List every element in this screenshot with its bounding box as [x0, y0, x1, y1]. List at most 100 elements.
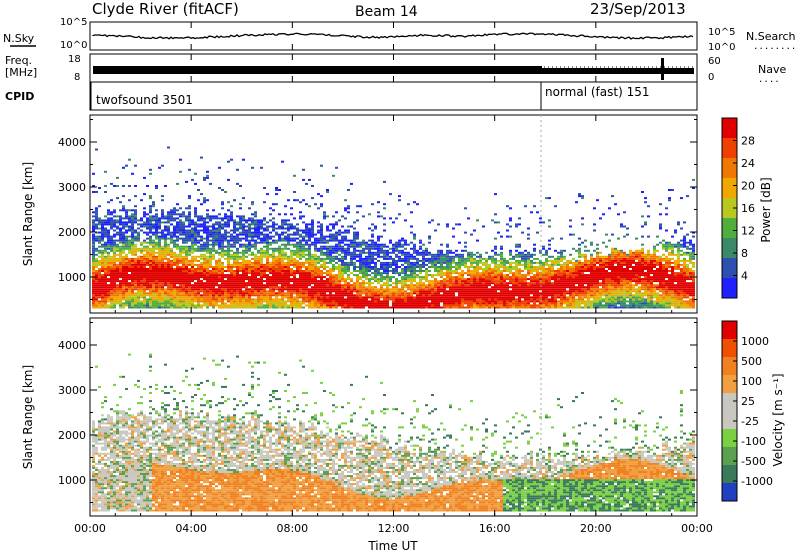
power-cell	[281, 225, 284, 228]
power-cell	[200, 298, 203, 301]
power-cell	[500, 294, 503, 297]
power-cell	[395, 290, 398, 293]
power-cell	[413, 261, 416, 264]
power-cell	[263, 288, 266, 291]
power-cell	[386, 286, 389, 289]
power-cell	[116, 197, 119, 200]
power-cell	[455, 288, 458, 291]
power-cell	[164, 237, 167, 240]
power-cell	[218, 292, 221, 295]
power-cell	[203, 257, 206, 260]
power-cell	[458, 274, 461, 277]
power-cell	[377, 251, 380, 254]
power-cell	[212, 243, 215, 246]
power-cell	[245, 245, 248, 248]
power-cell	[113, 235, 116, 238]
power-cell	[269, 235, 272, 238]
power-cell	[401, 270, 404, 272]
power-cell	[164, 268, 167, 270]
power-cell	[185, 294, 188, 297]
power-cell	[158, 290, 161, 293]
power-cell	[299, 247, 302, 250]
power-cell	[239, 274, 242, 277]
power-cell	[104, 288, 107, 291]
power-cell	[383, 266, 386, 268]
power-cell	[305, 227, 308, 230]
power-cell	[494, 296, 497, 299]
power-cell	[146, 298, 149, 301]
power-cell	[299, 270, 302, 272]
power-cell	[293, 284, 296, 287]
power-cell	[194, 290, 197, 293]
power-cell	[155, 217, 158, 220]
power-cell	[284, 284, 287, 287]
power-cell	[242, 253, 245, 256]
power-cell	[356, 288, 359, 291]
power-cell	[344, 268, 347, 270]
power-cell	[161, 274, 164, 277]
power-cell	[332, 255, 335, 258]
power-cell	[329, 257, 332, 260]
power-cell	[155, 215, 158, 218]
power-cell	[323, 302, 326, 305]
power-cell	[215, 288, 218, 291]
power-cell	[368, 255, 371, 258]
power-cell	[104, 231, 107, 234]
power-cell	[386, 278, 389, 281]
power-cell	[470, 282, 473, 285]
power-cell	[401, 245, 404, 248]
power-cell	[206, 170, 209, 173]
power-cell	[152, 288, 155, 291]
power-cell	[431, 298, 434, 301]
power-cell	[470, 255, 473, 258]
power-cell	[446, 272, 449, 275]
power-cell	[353, 286, 356, 289]
power-cell	[380, 292, 383, 295]
power-cell	[332, 300, 335, 303]
power-cell	[344, 249, 347, 252]
power-cell	[128, 219, 131, 222]
power-cell	[125, 278, 128, 281]
power-cell	[497, 304, 500, 307]
power-cell	[359, 278, 362, 281]
power-cell	[128, 227, 131, 230]
power-cell	[485, 300, 488, 303]
power-cell	[185, 237, 188, 240]
power-cell	[164, 278, 167, 281]
power-cell	[257, 235, 260, 238]
power-cell	[251, 290, 254, 293]
power-cell	[245, 247, 248, 250]
power-cell	[137, 306, 140, 309]
power-cell	[503, 296, 506, 299]
power-cell	[353, 247, 356, 250]
power-cell	[332, 306, 335, 309]
power-cell	[290, 278, 293, 281]
power-cell	[296, 300, 299, 303]
power-cell	[266, 294, 269, 297]
power-cell	[479, 278, 482, 281]
power-cell	[146, 225, 149, 228]
power-cell	[161, 235, 164, 238]
power-cell	[341, 263, 344, 266]
power-cell	[185, 259, 188, 262]
power-cell	[173, 263, 176, 266]
power-cell	[284, 296, 287, 299]
power-cell	[344, 199, 347, 202]
power-cell	[173, 217, 176, 220]
power-cell	[305, 241, 308, 244]
power-cell	[191, 280, 194, 283]
power-cell	[383, 263, 386, 266]
power-cell	[371, 243, 374, 246]
power-cell	[317, 241, 320, 244]
power-cell	[257, 278, 260, 281]
power-cell	[113, 209, 116, 212]
power-cell	[245, 272, 248, 275]
power-cell	[146, 213, 149, 216]
power-cell	[362, 247, 365, 250]
power-cell	[359, 282, 362, 285]
power-cell	[254, 261, 257, 264]
power-cell	[143, 282, 146, 285]
power-cell	[224, 213, 227, 216]
power-cell	[368, 270, 371, 272]
power-cell	[266, 270, 269, 272]
